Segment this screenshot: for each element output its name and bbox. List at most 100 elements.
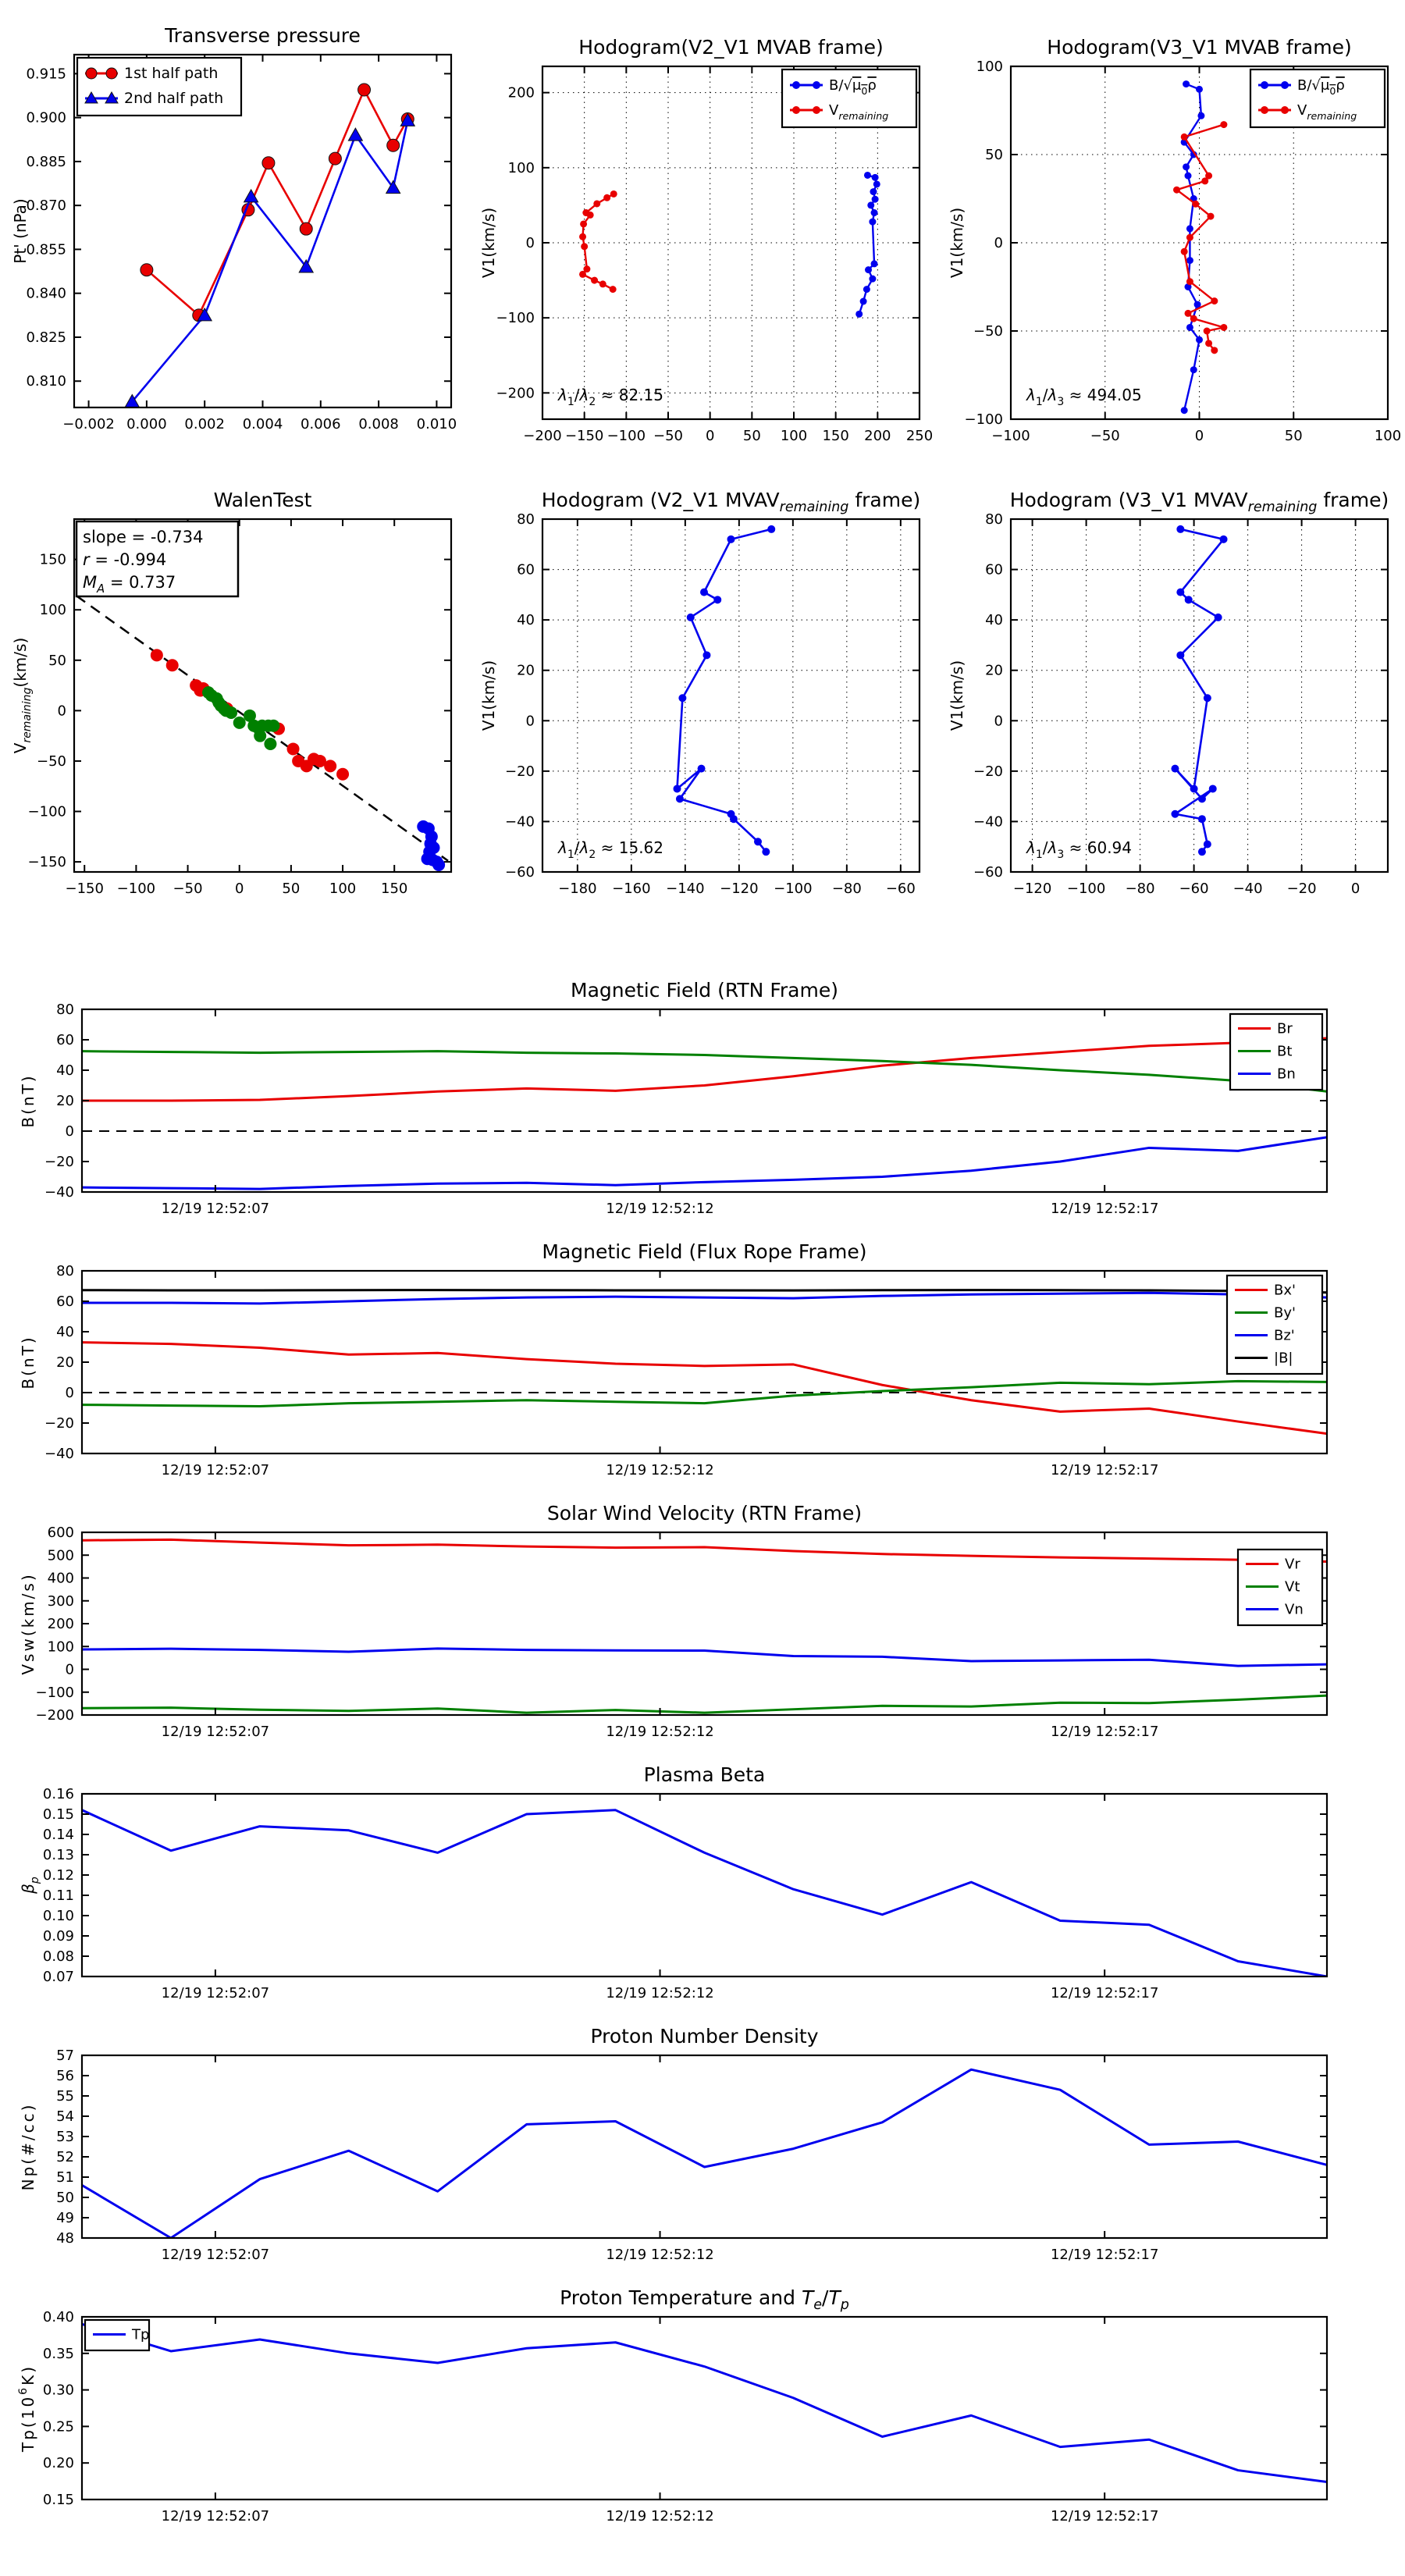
x-axis-label: V2(km/s): [695, 451, 766, 453]
svg-text:0: 0: [706, 428, 714, 444]
svg-text:0.000: 0.000: [126, 416, 167, 432]
svg-text:12/19 12:52:07: 12/19 12:52:07: [162, 2508, 269, 2524]
legend-label: B/√μ0ρ: [1297, 77, 1345, 97]
chart-transverse-pressure: −0.002 0.000 0.002 0.004 0.006 0.008 0.010 0.81…: [0, 0, 468, 458]
chart-title: Solar Wind Velocity (RTN Frame): [547, 1502, 862, 1525]
svg-text:0: 0: [58, 703, 66, 719]
svg-text:−160: −160: [612, 881, 650, 897]
axis-tick-labels: −150 −100 −50 0 50 100 150 −150 −100 −50 0 50 100 150: [28, 552, 408, 897]
svg-text:−100: −100: [774, 881, 812, 897]
svg-text:60: 60: [56, 1032, 74, 1048]
markers-scatter-blue: [417, 820, 446, 871]
svg-text:0.07: 0.07: [43, 1969, 74, 1985]
svg-text:80: 80: [56, 1002, 74, 1018]
svg-text:0.15: 0.15: [43, 1806, 74, 1823]
svg-text:100: 100: [48, 1638, 74, 1655]
svg-text:12/19 12:52:07: 12/19 12:52:07: [162, 1201, 269, 1217]
svg-text:0.915: 0.915: [26, 66, 66, 82]
svg-text:−100: −100: [965, 411, 1003, 428]
chart-canvas-vsw_rtn: 12/19 12:52:07 12/19 12:52:12 12/19 12:52:…: [19, 1502, 1329, 1740]
svg-text:12/19 12:52:12: 12/19 12:52:12: [606, 1724, 713, 1740]
markers-scatter-green: [202, 686, 280, 750]
lambda-ratio-annotation: λ1/λ2 ≈ 15.62: [557, 838, 663, 861]
svg-text:56: 56: [56, 2068, 74, 2084]
axis-ticks: [1010, 66, 1389, 420]
chart-canvas-tp: 12/19 12:52:07 12/19 12:52:12 12/19 12:52:…: [17, 2286, 1329, 2524]
svg-text:0: 0: [994, 713, 1003, 729]
x-axis-label: V2(km/s): [695, 904, 766, 906]
chart-canvas-np: 12/19 12:52:07 12/19 12:52:12 12/19 12:52:…: [19, 2025, 1329, 2263]
svg-text:−100: −100: [991, 428, 1030, 444]
svg-text:40: 40: [56, 1324, 74, 1340]
svg-text:51: 51: [56, 2169, 74, 2186]
svg-text:500: 500: [48, 1547, 74, 1564]
axis-tick-labels: −120 −100 −80 −60 −40 −20 0 −60 −40 −20 0 20 40 60 80: [973, 511, 1360, 897]
chart-title: Hodogram(V3_V1 MVAB frame): [1047, 36, 1351, 59]
svg-text:200: 200: [864, 428, 891, 444]
axis-tick-labels: 12/19 12:52:07 12/19 12:52:12 12/19 12:52:…: [56, 2048, 1158, 2263]
svg-text:−80: −80: [832, 881, 862, 897]
svg-text:60: 60: [985, 562, 1003, 578]
plot-frame: [1009, 518, 1389, 873]
series-V-remaining: [582, 193, 614, 290]
svg-text:0.30: 0.30: [43, 2382, 74, 2399]
chart-canvas-walen_test: −150 −100 −50 0 50 100 150 −150 −100 −50 0 50 100 150…: [11, 489, 453, 927]
svg-text:−150: −150: [28, 854, 66, 870]
svg-text:250: 250: [906, 428, 933, 444]
legend-label: Vremaining: [1297, 102, 1357, 122]
svg-text:12/19 12:52:07: 12/19 12:52:07: [162, 1462, 269, 1478]
svg-text:100: 100: [781, 428, 807, 444]
legend-label: By': [1274, 1305, 1296, 1322]
svg-text:50: 50: [56, 2190, 74, 2206]
series-group: [1173, 80, 1228, 415]
series-1st-half-path: [146, 88, 409, 317]
svg-text:0.010: 0.010: [417, 416, 457, 432]
series-B-alfven: [1183, 83, 1203, 411]
chart-hodogram-v2v1-mvab: −200 −150 −100 −50 0 50 100 150 200 250 −200 −100 0 1…: [468, 12, 937, 470]
x-axis-label: V3(km/s): [1164, 451, 1234, 453]
legend-label: Tp: [131, 2327, 149, 2343]
series-beta-p: [82, 1809, 1327, 1976]
chart-title: Hodogram(V2_V1 MVAB frame): [578, 36, 883, 59]
series-Bn: [82, 1136, 1327, 1190]
svg-text:53: 53: [56, 2129, 74, 2145]
series-group: [82, 1809, 1327, 1976]
svg-text:49: 49: [56, 2210, 74, 2226]
svg-text:20: 20: [56, 1093, 74, 1109]
stats-line: slope = -0.734: [83, 528, 204, 546]
svg-text:55: 55: [56, 2088, 74, 2105]
y-axis-label: Pt' (nPa): [11, 198, 30, 263]
svg-text:−20: −20: [973, 763, 1003, 780]
y-axis-label: V1(km/s): [948, 208, 966, 278]
svg-text:0.810: 0.810: [26, 373, 66, 390]
svg-text:48: 48: [56, 2230, 74, 2247]
svg-text:0: 0: [1195, 428, 1204, 444]
markers-V-remaining-hodogram: [673, 525, 776, 856]
legend: B/√μ0ρ Vremaining: [1249, 68, 1386, 129]
svg-text:52: 52: [56, 2149, 74, 2165]
svg-text:57: 57: [56, 2048, 74, 2064]
y-axis-label: Vsw(km/s): [19, 1572, 37, 1674]
stats-line: r = -0.994: [83, 550, 166, 569]
svg-text:0.006: 0.006: [301, 416, 341, 432]
chart-canvas-b_rtn: 12/19 12:52:07 12/19 12:52:12 12/19 12:52:…: [19, 979, 1329, 1217]
series-group: [673, 525, 776, 856]
svg-text:12/19 12:52:12: 12/19 12:52:12: [606, 2247, 713, 2263]
axis-tick-labels: 12/19 12:52:07 12/19 12:52:12 12/19 12:52:…: [43, 1786, 1158, 2001]
svg-text:−60: −60: [1179, 881, 1209, 897]
chart-title: Proton Number Density: [591, 2025, 819, 2048]
chart-hodogram-v2v1-mvav: −180 −160 −140 −120 −100 −80 −60 −60 −40 −20 0 20 40…: [468, 464, 937, 923]
svg-text:−50: −50: [37, 753, 66, 770]
x-axis-label: A' (T·m): [232, 439, 293, 441]
svg-text:40: 40: [56, 1062, 74, 1079]
svg-text:−200: −200: [36, 1707, 74, 1724]
y-axis-label: Np(#/cc): [19, 2103, 37, 2191]
svg-text:100: 100: [508, 160, 535, 176]
axis-tick-labels: 12/19 12:52:07 12/19 12:52:12 12/19 12:52:…: [43, 2309, 1158, 2524]
svg-text:40: 40: [985, 612, 1003, 628]
svg-text:−120: −120: [720, 881, 758, 897]
svg-text:−120: −120: [1013, 881, 1051, 897]
svg-text:100: 100: [40, 602, 66, 618]
axis-tick-labels: −100 −50 0 50 100 −100 −50 0 50 100: [965, 59, 1402, 444]
